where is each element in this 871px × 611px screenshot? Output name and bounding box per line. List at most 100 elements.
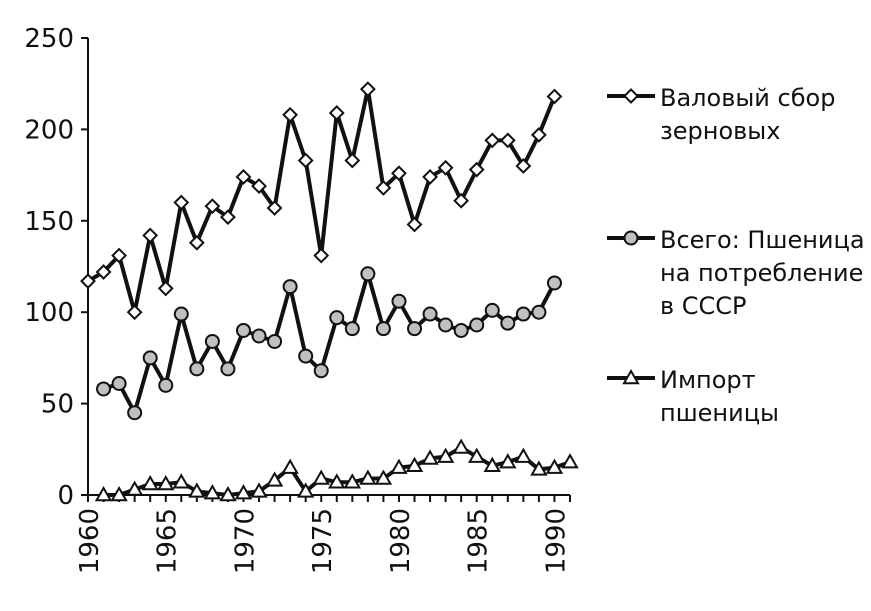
y-tick-label: 150 — [24, 207, 74, 237]
diamond-marker — [157, 280, 174, 297]
triangle-marker — [312, 469, 330, 485]
circle-marker — [235, 322, 251, 338]
legend-diamond-marker — [623, 88, 639, 104]
triangle-marker — [514, 447, 533, 463]
y-tick-label: 100 — [24, 298, 74, 328]
diamond-marker — [406, 216, 423, 233]
x-tick-label: 1980 — [386, 508, 416, 574]
circle-marker — [469, 317, 485, 333]
diamond-marker — [251, 178, 267, 194]
triangle-marker — [405, 456, 424, 473]
circle-marker — [515, 306, 531, 322]
diamond-marker — [282, 106, 299, 123]
circle-marker — [375, 321, 391, 337]
triangle-marker — [157, 475, 175, 491]
diamond-marker — [220, 209, 236, 226]
circle-marker — [298, 348, 314, 364]
triangle-marker — [436, 447, 455, 463]
diamond-marker — [468, 161, 485, 178]
triangle-marker — [296, 482, 315, 498]
legend-label: пшеницы — [660, 399, 779, 427]
triangle-marker — [374, 469, 393, 485]
triangle-marker — [467, 447, 486, 463]
triangle-marker — [265, 471, 284, 487]
triangle-marker — [234, 484, 253, 500]
diamond-marker — [499, 132, 516, 149]
diamond-marker — [188, 234, 205, 251]
series-line — [86, 87, 557, 315]
diamond-marker — [328, 105, 345, 121]
diamond-marker — [546, 88, 563, 105]
circle-marker — [313, 363, 329, 379]
circle-marker — [453, 322, 469, 338]
circle-marker — [407, 321, 423, 337]
legend-item: Всего: Пшеница на потребление в СССР — [607, 226, 865, 320]
diamond-marker — [359, 81, 376, 98]
diamond-marker — [391, 165, 407, 182]
circle-marker — [220, 361, 236, 377]
y-tick-label: 250 — [24, 24, 74, 54]
legend-triangle-marker — [622, 368, 640, 385]
chart-tick-labels: 0 50 100 150 200 250 1960 1965 1970 1975 1980 1985 1… — [24, 24, 571, 574]
triangle-marker — [390, 458, 408, 474]
triangle-marker — [188, 482, 206, 498]
triangle-marker — [421, 449, 439, 465]
legend-circle-marker — [623, 230, 639, 246]
y-tick-label: 0 — [57, 481, 74, 511]
legend-label: зерновых — [660, 117, 780, 145]
triangle-marker — [359, 469, 377, 485]
x-tick-label: 1960 — [75, 508, 105, 574]
diamond-marker — [453, 192, 470, 209]
y-tick-label: 50 — [41, 390, 74, 420]
legend-label: Всего: Пшеница — [660, 226, 865, 254]
x-tick-label: 1965 — [153, 508, 183, 574]
diamond-marker — [235, 169, 252, 185]
circle-marker — [344, 321, 360, 337]
diamond-marker — [422, 169, 438, 185]
x-tick-label: 1970 — [230, 508, 260, 574]
triangle-marker — [203, 484, 222, 500]
series-circle — [96, 266, 562, 421]
circle-marker — [484, 302, 500, 318]
diamond-marker — [530, 126, 547, 143]
diamond-marker — [375, 179, 392, 196]
diamond-marker — [111, 247, 128, 264]
triangle-marker — [328, 473, 346, 489]
legend-label: Импорт — [660, 366, 756, 394]
legend-label: на потребление — [660, 259, 863, 287]
triangle-marker — [343, 473, 362, 489]
diamond-marker — [344, 152, 361, 169]
circle-marker — [500, 315, 516, 331]
circle-marker — [173, 306, 189, 322]
triangle-marker — [499, 453, 517, 469]
diamond-marker — [126, 304, 143, 321]
triangle-marker — [219, 485, 237, 502]
diamond-marker — [515, 158, 532, 174]
circle-marker — [422, 306, 438, 322]
diamond-marker — [297, 152, 314, 169]
legend-label: Валовый сбор — [660, 84, 835, 112]
circle-marker — [142, 350, 158, 366]
circle-marker — [189, 361, 205, 377]
triangle-marker — [530, 460, 548, 476]
triangle-marker — [110, 485, 128, 502]
triangle-marker — [172, 473, 191, 489]
triangle-marker — [545, 458, 564, 474]
triangle-marker — [483, 456, 501, 473]
circle-marker — [360, 266, 376, 282]
circle-marker — [282, 279, 298, 295]
chart-series — [80, 81, 579, 502]
circle-marker — [111, 375, 127, 391]
triangle-marker — [94, 485, 113, 502]
chart-legend: Валовый сбор зерновых Всего: Пшеница на пот… — [607, 84, 865, 427]
circle-marker — [204, 333, 220, 349]
diamond-marker — [437, 159, 454, 176]
legend-label: в СССР — [660, 292, 747, 320]
triangle-marker — [561, 453, 579, 469]
legend-item: Импорт пшеницы — [607, 366, 779, 427]
triangle-marker — [281, 458, 299, 474]
x-tick-label: 1985 — [464, 508, 494, 574]
series-triangle — [94, 438, 579, 502]
legend-item: Валовый сбор зерновых — [607, 84, 835, 145]
